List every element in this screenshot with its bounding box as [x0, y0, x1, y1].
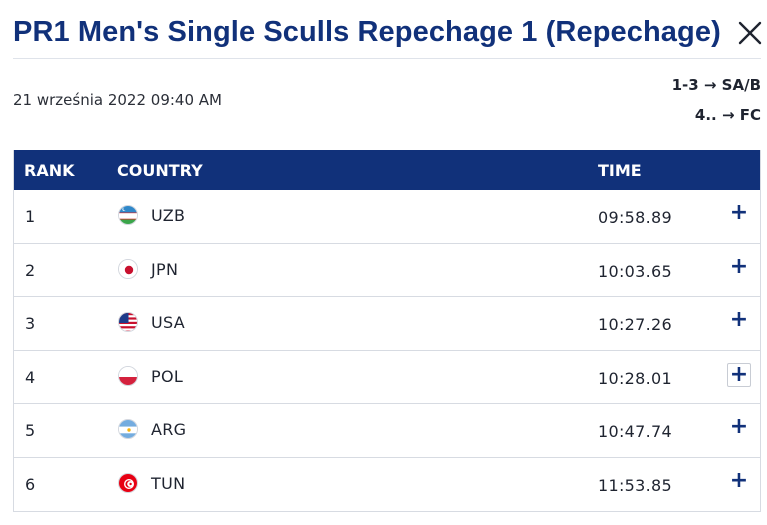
- qualification-rule-2: 4.. → FC: [694, 106, 761, 124]
- country-code: UZB: [151, 206, 186, 225]
- table-row: 5 ARG 10:47.74 +: [14, 404, 760, 458]
- expand-row-button[interactable]: +: [729, 253, 749, 279]
- country-code: JPN: [151, 259, 179, 279]
- race-date: 21 września 2022 09:40 AM: [13, 91, 222, 109]
- column-header-time: TIME: [598, 161, 642, 180]
- expand-row-button[interactable]: +: [729, 200, 749, 225]
- expand-row-button[interactable]: +: [729, 307, 749, 333]
- country-code: USA: [151, 313, 186, 333]
- close-icon: [738, 21, 762, 45]
- expand-row-button[interactable]: +: [727, 362, 751, 387]
- usa-flag-icon: [118, 312, 138, 333]
- row-rank: 1: [25, 207, 36, 226]
- race-time: 10:27.26: [598, 315, 672, 335]
- race-time: 10:03.65: [598, 261, 672, 281]
- table-header: RANK COUNTRY TIME: [14, 150, 760, 190]
- row-rank: 4: [25, 367, 36, 387]
- argentina-flag-icon: [118, 419, 138, 440]
- table-row: 1 UZB 09:58.89 +: [14, 190, 760, 244]
- row-rank: 6: [25, 474, 36, 494]
- header-divider: [13, 58, 761, 59]
- close-button[interactable]: [738, 21, 762, 45]
- race-time: 10:47.74: [598, 422, 672, 442]
- table-row: 2 JPN 10:03.65 +: [14, 244, 760, 298]
- uzbekistan-flag-icon: [118, 205, 138, 225]
- qualification-rule-1: 1-3 → SA/B: [671, 76, 761, 94]
- japan-flag-icon: [118, 258, 138, 279]
- race-time: 10:28.01: [598, 368, 672, 388]
- expand-row-button[interactable]: +: [729, 414, 749, 440]
- results-table: RANK COUNTRY TIME 1 UZB 09:58.89 + 2: [13, 150, 761, 512]
- tunisia-flag-icon: [118, 472, 138, 493]
- table-row: 6 TUN 11:53.85 +: [14, 458, 760, 512]
- country-code: TUN: [151, 473, 186, 493]
- row-rank: 3: [25, 314, 36, 334]
- poland-flag-icon: [118, 365, 138, 386]
- table-row: 4 POL 10:28.01 +: [14, 351, 760, 405]
- country-code: ARG: [151, 420, 187, 440]
- column-header-rank: RANK: [24, 161, 75, 180]
- expand-row-button[interactable]: +: [729, 467, 749, 493]
- column-header-country: COUNTRY: [117, 161, 203, 180]
- table-row: 3 USA 10:27.26 +: [14, 297, 760, 351]
- race-time: 11:53.85: [598, 475, 672, 495]
- row-rank: 5: [25, 421, 36, 441]
- row-rank: 2: [25, 260, 36, 280]
- country-code: POL: [151, 366, 184, 386]
- page-title: PR1 Men's Single Sculls Repechage 1 (Rep…: [13, 16, 721, 48]
- race-time: 09:58.89: [598, 208, 672, 227]
